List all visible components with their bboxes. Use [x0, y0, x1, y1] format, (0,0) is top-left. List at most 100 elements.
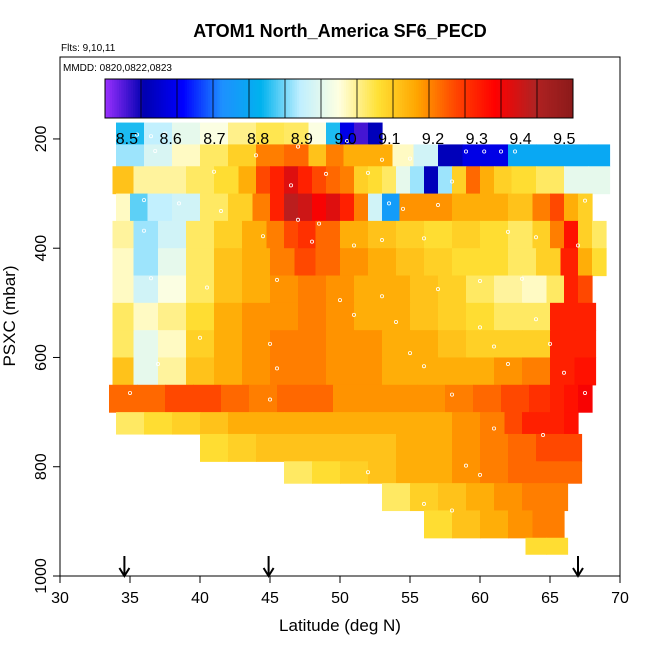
y-axis: 200 400 600 800 1000: [33, 126, 61, 594]
colorbar-strip: [404, 79, 408, 118]
heatmap-cell: [494, 166, 513, 195]
colorbar-strip: [434, 79, 438, 118]
heatmap-cell: [340, 193, 355, 222]
colorbar-strip: [222, 79, 225, 118]
sample-point: [463, 149, 468, 154]
heatmap-cell: [116, 412, 145, 435]
x-tick-label: 50: [331, 590, 349, 607]
colorbar-strip: [453, 79, 457, 118]
colorbar-strip: [137, 79, 141, 118]
colorbar-strip: [364, 79, 368, 118]
heatmap-cell: [410, 330, 439, 359]
colorbar-strip: [388, 79, 391, 118]
dates-label: MMDD: 0820,0822,0823: [63, 63, 172, 74]
colorbar-strip: [378, 79, 382, 118]
heatmap-cell: [144, 412, 173, 435]
sample-point: [365, 170, 370, 175]
heatmap-cell: [424, 248, 453, 277]
heatmap-cell: [315, 220, 341, 249]
colorbar-strip: [217, 79, 221, 118]
heatmap-cell: [532, 193, 551, 222]
colorbar-strip: [268, 79, 272, 118]
x-axis: 30 35 40 45 50 55 60 65 70: [51, 575, 629, 607]
heatmap-cell: [116, 193, 131, 222]
flight-marker-arrow: [118, 556, 131, 578]
heatmap-cell: [256, 144, 285, 167]
heatmap-cell: [438, 144, 464, 167]
sample-point: [295, 144, 300, 149]
colorbar-strip: [346, 79, 349, 118]
heatmap-cell: [452, 193, 481, 222]
sample-point: [449, 392, 454, 397]
sample-point: [477, 472, 482, 477]
sample-point: [267, 397, 272, 402]
heatmap-cell: [133, 302, 159, 331]
heatmap-cell: [214, 330, 243, 359]
colorbar-strip: [406, 79, 410, 118]
colorbar-strip: [423, 79, 427, 118]
colorbar-strip: [521, 79, 525, 118]
heatmap-cell: [270, 193, 285, 222]
sample-point: [520, 276, 525, 281]
heatmap-cell: [312, 412, 341, 435]
colorbar-strip: [294, 79, 298, 118]
colorbar-strip: [495, 79, 499, 118]
heatmap-cell: [438, 357, 467, 386]
heatmap-cell: [536, 433, 562, 462]
heatmap-cell: [298, 220, 317, 249]
colorbar-strip: [177, 79, 181, 118]
heatmap-cell: [413, 144, 439, 167]
colorbar-strip: [374, 79, 377, 118]
colorbar-strip: [324, 79, 328, 118]
heatmap-cell: [417, 384, 446, 413]
heatmap-cell: [564, 144, 590, 167]
heatmap-cell: [452, 461, 481, 484]
heatmap-cell: [112, 248, 135, 277]
heatmap-cell: [214, 302, 243, 331]
colorbar-strip: [336, 79, 340, 118]
sample-point: [449, 179, 454, 184]
heatmap-cell: [564, 220, 579, 249]
sample-point: [337, 298, 342, 303]
colorbar-strip: [343, 79, 347, 118]
heatmap-cell: [438, 166, 453, 195]
colorbar-strip: [331, 79, 335, 118]
heatmap-cell: [333, 384, 362, 413]
heatmap-cell: [508, 433, 537, 462]
heatmap-cell: [186, 357, 215, 386]
heatmap-cell: [284, 461, 313, 484]
heatmap-cell: [112, 166, 135, 195]
colorbar-strip: [133, 79, 136, 118]
heatmap-cell: [522, 412, 537, 435]
colorbar-strip: [219, 79, 223, 118]
colorbar-strip: [554, 79, 558, 118]
y-tick-label: 1000: [33, 558, 50, 594]
heatmap-cell: [410, 483, 439, 512]
heatmap-cell: [270, 166, 285, 195]
colorbar-strip: [533, 79, 537, 118]
heatmap-cell: [340, 220, 369, 249]
sample-point: [491, 344, 496, 349]
heatmap-cell: [172, 412, 201, 435]
heatmap-cell: [270, 357, 299, 386]
colorbar-strip: [184, 79, 188, 118]
colorbar-strip: [310, 79, 314, 118]
heatmap-cell: [438, 483, 467, 512]
heatmap-cell: [294, 248, 317, 277]
heatmap-cell: [494, 357, 523, 386]
heatmap-cell: [284, 193, 299, 222]
heatmap-cell: [158, 357, 187, 386]
colorbar-strip: [306, 79, 310, 118]
heatmap-cell: [137, 384, 166, 413]
colorbar-strip: [334, 79, 338, 118]
heatmap-cell: [312, 433, 341, 462]
heatmap-cell: [466, 357, 495, 386]
colorbar-strip: [128, 79, 132, 118]
colorbar-strip: [207, 79, 211, 118]
heatmap-cell: [382, 275, 411, 304]
colorbar-strip: [196, 79, 200, 118]
colorbar-strip: [261, 79, 265, 118]
colorbar-strip: [556, 79, 560, 118]
colorbar-strip: [399, 79, 403, 118]
heatmap-cell: [508, 461, 537, 484]
